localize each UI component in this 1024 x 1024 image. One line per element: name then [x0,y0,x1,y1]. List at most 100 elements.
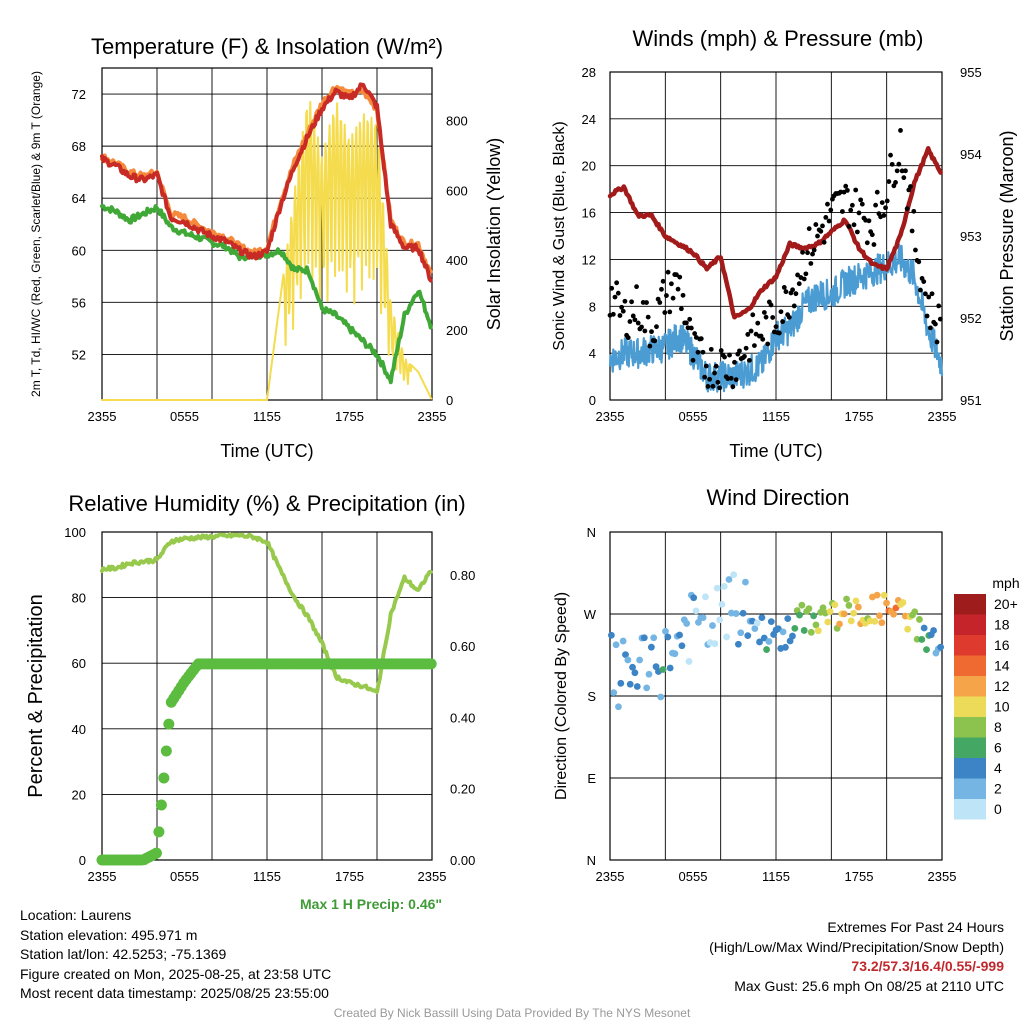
wdir-y-tick-label: E [587,771,596,786]
gust-point [675,286,681,292]
gust-point [783,289,789,295]
rh-panel: 0 20 40 60 80 100 0.00 0.20 0.40 0.60 0.80 2355 0555… [64,525,475,884]
wind-direction-point [831,601,839,609]
wind-direction-point [716,616,723,624]
wind-direction-point [840,610,848,618]
gust-point [610,311,616,317]
gust-point [609,285,615,291]
winds-x-axis-label: Time (UTC) [729,441,822,461]
legend-label: 2 [994,781,1002,797]
precip-point [150,847,162,859]
legend-swatch [954,717,986,738]
temp-x-tick-label: 1755 [335,409,364,424]
gust-point [688,325,694,331]
wind-direction-point [916,616,923,623]
wind-direction-point [737,629,745,637]
speed-legend: mph 20+ 18 16 14 12 10 8 6 4 2 0 [954,575,1020,820]
temp-y-tick-label: 72 [72,87,86,102]
gust-point [806,226,812,232]
winds-y-tick-label: 4 [589,346,596,361]
wind-direction-point [629,663,636,671]
wind-direction-point [937,643,945,651]
gust-point [644,300,649,305]
gust-point [786,314,792,320]
wind-direction-point [753,619,761,627]
wind-direction-point [843,595,850,603]
wdir-y-tick-label: N [587,525,596,540]
recent-text: Most recent data timestamp: 2025/08/25 2… [20,985,329,1001]
gust-point [848,207,854,213]
wind-direction-point [850,609,858,617]
temp-y-axis-label: 2m T, Td, HI/WC (Red, Green, Scarlet/Blu… [29,71,43,397]
rh-x-tick-label: 1155 [253,869,281,884]
legend-title: mph [992,575,1019,591]
gust-point [853,187,859,193]
legend-label: 16 [994,637,1010,653]
gust-point [662,310,668,315]
wind-direction-point [805,605,813,613]
legend-swatch [954,758,986,779]
gust-point [700,349,706,355]
winds-y-tick-label: 16 [582,206,596,221]
extremes-subtitle: (High/Low/Max Wind/Precipitation/Snow De… [709,938,1004,955]
temp-x-tick-label: 0555 [170,409,199,424]
gust-point [665,269,671,275]
wind-direction-point [760,634,768,642]
wind-direction-point [626,680,634,688]
wind-direction-point [763,646,770,653]
wind-direction-point [692,607,700,615]
gust-point [793,291,799,297]
gust-point [728,375,734,381]
wind-direction-point [739,609,747,617]
latlon-text: Station lat/lon: 42.5253; -75.1369 [20,946,227,962]
wind-direction-point [782,643,789,651]
gust-point [627,319,633,324]
gust-point [854,229,860,235]
temp-panel: 52 56 60 64 68 72 0 200 400 600 800 2355 0555 1155 175… [72,67,468,424]
rh-y-tick-label: 60 [72,656,86,671]
gust-point [712,370,717,376]
wind-direction-point [744,632,752,640]
gust-point [884,198,890,204]
wind-direction-point [624,656,632,664]
wind-direction-point [718,600,726,608]
wind-direction-point [725,576,733,583]
wind-direction-point [765,638,773,645]
gust-point [625,335,631,341]
gust-point [846,223,852,229]
gust-point [856,210,862,216]
gust-point [889,161,895,167]
precip-point [158,772,170,784]
gust-point [937,316,943,322]
gust-point [790,287,795,293]
gust-point [866,218,872,224]
winds-y-axis-label: Sonic Wind & Gust (Blue, Black) [551,121,568,350]
gust-point [886,179,892,184]
wdir-x-tick-label: 0555 [679,869,708,884]
wdir-x-tick-label: 2355 [928,869,957,884]
wind-direction-point [779,628,787,636]
gust-point [936,303,942,309]
gust-point [828,207,834,213]
gust-point [800,249,805,255]
gust-point [718,348,724,353]
gust-point [918,287,923,293]
series-solar-insolation [101,100,433,401]
wdir-y-tick-label: W [584,607,597,622]
gust-point [680,292,686,298]
legend-swatch [954,594,986,615]
gust-point [781,285,787,290]
wind-direction-point [676,631,683,639]
wind-direction-point [666,664,674,672]
precip-point [425,658,437,670]
winds-x-tick-label: 1755 [845,409,874,424]
gust-point [810,251,815,257]
rh-y-tick-label: 100 [64,525,86,540]
gust-point [791,303,797,309]
temp-y-tick-label: 52 [72,347,86,362]
gust-point [690,357,696,363]
temp-y2-tick-label: 0 [446,393,453,408]
wind-direction-point [709,622,716,629]
wind-direction-point [650,634,658,642]
temp-y2-axis-label: Solar Insolation (Yellow) [484,138,504,330]
